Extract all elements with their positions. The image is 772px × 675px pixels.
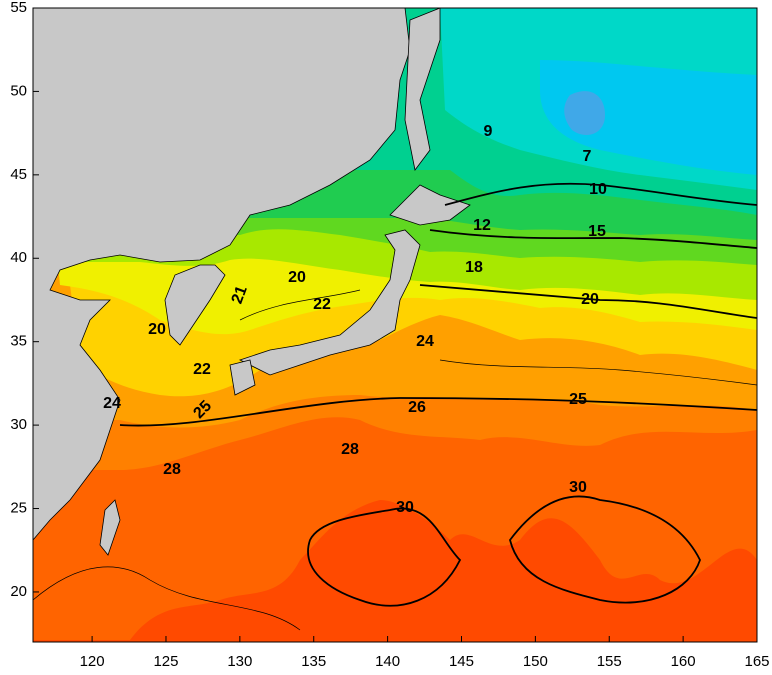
contour-label: 24 (103, 395, 121, 412)
axes: 120 125 130 135 140 145 150 155 160 165 20 25 30 35 40… (10, 0, 769, 670)
y-tick-label: 35 (10, 333, 27, 350)
contour-label: 20 (288, 269, 306, 286)
contour-label: 22 (313, 296, 331, 313)
x-tick-label: 140 (375, 653, 400, 670)
contour-label: 10 (589, 181, 607, 198)
honshu (238, 229, 421, 376)
isotherm (429, 229, 757, 249)
isotherm (509, 495, 701, 604)
isotherm (239, 289, 361, 321)
sakhalin (404, 8, 441, 171)
contour-label: 12 (473, 217, 491, 234)
y-tick-label: 40 (10, 249, 27, 266)
y-tick-label: 45 (10, 166, 27, 183)
isotherm (444, 182, 757, 206)
x-tick-label: 130 (227, 653, 252, 670)
y-tick-label: 25 (10, 499, 27, 516)
contour-label: 28 (163, 461, 181, 478)
y-tick-label: 20 (10, 583, 27, 600)
x-tick-label: 145 (449, 653, 474, 670)
contour-label: 26 (408, 399, 426, 416)
contour-label: 25 (569, 391, 587, 408)
korea (164, 264, 226, 346)
x-tick-label: 135 (301, 653, 326, 670)
contour-label: 21 (229, 284, 251, 307)
contour-label: 24 (416, 333, 434, 350)
x-tick-label: 150 (523, 653, 548, 670)
hokkaido (389, 184, 471, 226)
sea-8 (540, 60, 757, 175)
contour-label: 9 (484, 123, 493, 140)
isotherm (33, 566, 301, 631)
y-tick-label: 50 (10, 82, 27, 99)
sea-7 (564, 91, 605, 135)
contour-label: 15 (588, 223, 606, 240)
contour-label: 28 (341, 441, 359, 458)
y-tick-label: 55 (10, 0, 27, 16)
isotherm (119, 397, 757, 427)
x-tick-label: 160 (671, 653, 696, 670)
x-tick-label: 125 (153, 653, 178, 670)
y-tick-label: 30 (10, 416, 27, 433)
frame (32, 7, 758, 643)
isotherm (419, 284, 757, 319)
mainland (33, 8, 411, 541)
x-tick-label: 120 (80, 653, 105, 670)
x-tick-label: 155 (597, 653, 622, 670)
contour-label: 30 (569, 479, 587, 496)
map-area (33, 8, 757, 642)
isotherm (439, 359, 757, 386)
taiwan (99, 499, 121, 556)
contour-label: 22 (193, 361, 211, 378)
contour-label: 30 (396, 499, 414, 516)
contour-label: 7 (583, 148, 592, 165)
kyushu (229, 359, 256, 396)
contour-label: 20 (581, 291, 599, 308)
contour-label: 20 (148, 321, 166, 338)
x-tick-label: 165 (744, 653, 769, 670)
isotherm (307, 507, 462, 607)
contour-label: 18 (465, 259, 483, 276)
